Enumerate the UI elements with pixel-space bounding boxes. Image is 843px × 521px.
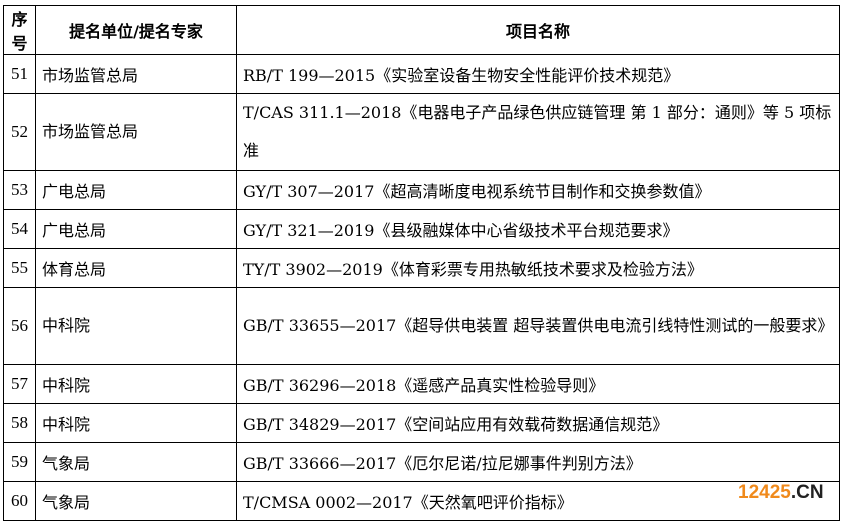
row-org: 体育总局	[35, 248, 237, 288]
row-number: 52	[3, 93, 36, 171]
table-row: 57 中科院 GB/T 36296—2018《遥感产品真实性检验导则》	[3, 364, 840, 404]
row-project: T/CAS 311.1—2018《电器电子产品绿色供应链管理 第 1 部分：通则…	[236, 93, 840, 171]
row-org: 气象局	[35, 481, 237, 521]
row-number: 51	[3, 54, 36, 94]
row-project: GB/T 34829—2017《空间站应用有效载荷数据通信规范》	[236, 403, 840, 443]
row-project: GY/T 321—2019《县级融媒体中心省级技术平台规范要求》	[236, 209, 840, 249]
row-org: 广电总局	[35, 170, 237, 210]
row-number: 54	[3, 209, 36, 249]
table-row: 59 气象局 GB/T 33666—2017《厄尔尼诺/拉尼娜事件判别方法》	[3, 442, 840, 482]
row-number: 60	[3, 481, 36, 521]
row-org: 气象局	[35, 442, 237, 482]
row-org: 中科院	[35, 364, 237, 404]
row-org: 广电总局	[35, 209, 237, 249]
standards-table: 序号 提名单位/提名专家 项目名称 51 市场监管总局 RB/T 199—2015《…	[3, 5, 840, 521]
row-project: T/CMSA 0002—2017《天然氧吧评价指标》	[236, 481, 840, 521]
row-project: GY/T 307—2017《超高清晰度电视系统节目制作和交换参数值》	[236, 170, 840, 210]
watermark-logo: 12425.CN	[738, 482, 824, 503]
row-number: 53	[3, 170, 36, 210]
table-row: 60 气象局 T/CMSA 0002—2017《天然氧吧评价指标》	[3, 481, 840, 521]
table-row: 55 体育总局 TY/T 3902—2019《体育彩票专用热敏纸技术要求及检验方法》	[3, 248, 840, 288]
table-row: 51 市场监管总局 RB/T 199—2015《实验室设备生物安全性能评价技术规范》	[3, 54, 840, 94]
table-row: 52 市场监管总局 T/CAS 311.1—2018《电器电子产品绿色供应链管理 第…	[3, 93, 840, 171]
row-org: 市场监管总局	[35, 93, 237, 171]
table-row: 58 中科院 GB/T 34829—2017《空间站应用有效载荷数据通信规范》	[3, 403, 840, 443]
row-project: RB/T 199—2015《实验室设备生物安全性能评价技术规范》	[236, 54, 840, 94]
row-number: 57	[3, 364, 36, 404]
row-number: 55	[3, 248, 36, 288]
header-no: 序号	[3, 5, 36, 55]
row-project: GB/T 33666—2017《厄尔尼诺/拉尼娜事件判别方法》	[236, 442, 840, 482]
row-number: 58	[3, 403, 36, 443]
row-org: 中科院	[35, 287, 237, 365]
table-row: 56 中科院 GB/T 33655—2017《超导供电装置 超导装置供电电流引线特性…	[3, 287, 840, 365]
row-project: GB/T 33655—2017《超导供电装置 超导装置供电电流引线特性测试的一般…	[236, 287, 840, 365]
table-row: 53 广电总局 GY/T 307—2017《超高清晰度电视系统节目制作和交换参数值》	[3, 170, 840, 210]
row-project: GB/T 36296—2018《遥感产品真实性检验导则》	[236, 364, 840, 404]
header-row: 序号 提名单位/提名专家 项目名称	[3, 5, 840, 55]
header-org: 提名单位/提名专家	[35, 5, 237, 55]
row-number: 56	[3, 287, 36, 365]
row-project: TY/T 3902—2019《体育彩票专用热敏纸技术要求及检验方法》	[236, 248, 840, 288]
row-number: 59	[3, 442, 36, 482]
header-project: 项目名称	[236, 5, 840, 55]
table-row: 54 广电总局 GY/T 321—2019《县级融媒体中心省级技术平台规范要求》	[3, 209, 840, 249]
row-org: 中科院	[35, 403, 237, 443]
row-org: 市场监管总局	[35, 54, 237, 94]
